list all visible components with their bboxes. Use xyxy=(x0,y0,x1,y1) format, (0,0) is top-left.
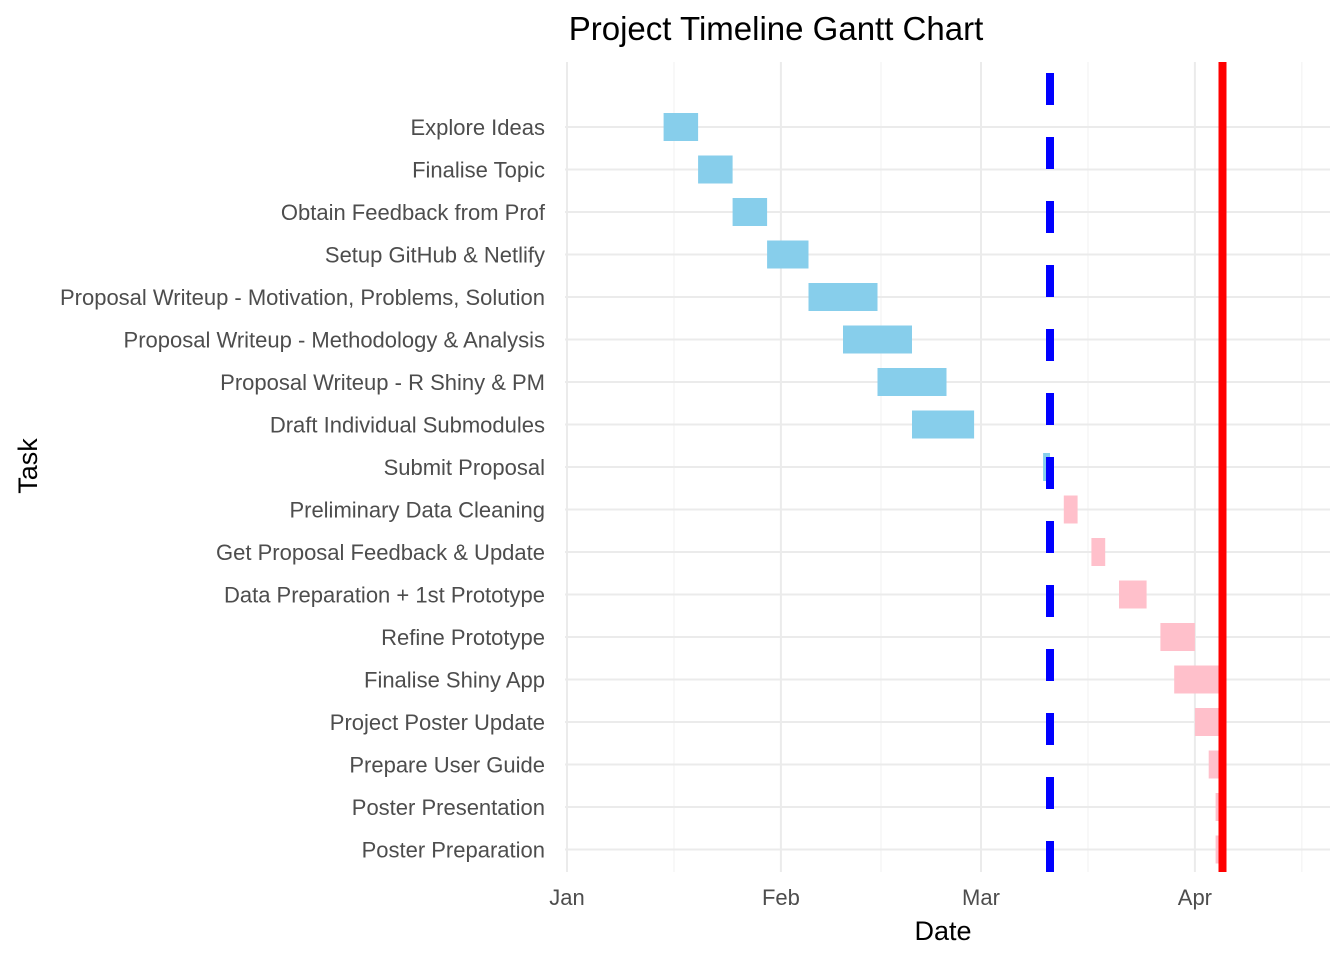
task-bar xyxy=(808,283,878,311)
bars-layer xyxy=(663,113,1223,864)
y-tick-label: Refine Prototype xyxy=(381,625,545,650)
task-bar xyxy=(1091,538,1106,566)
y-tick-labels: Explore Ideas Finalise Topic Obtain Feedba… xyxy=(60,115,546,863)
y-tick-label: Proposal Writeup - Motivation, Problems,… xyxy=(60,285,545,310)
x-tick-label: Apr xyxy=(1178,885,1212,910)
y-axis-title: Task xyxy=(13,438,43,494)
y-tick-label: Explore Ideas xyxy=(410,115,545,140)
task-bar xyxy=(843,325,912,354)
x-axis-title: Date xyxy=(914,916,971,946)
x-tick-label: Feb xyxy=(762,885,800,910)
y-tick-label: Finalise Shiny App xyxy=(364,668,545,693)
y-tick-label: Get Proposal Feedback & Update xyxy=(216,540,545,565)
y-tick-label: Draft Individual Submodules xyxy=(270,413,545,438)
y-tick-label: Poster Presentation xyxy=(352,795,545,820)
y-tick-label: Setup GitHub & Netlify xyxy=(325,243,545,268)
y-tick-label: Data Preparation + 1st Prototype xyxy=(224,583,545,608)
y-tick-label: Obtain Feedback from Prof xyxy=(281,200,546,225)
task-bar xyxy=(698,155,733,184)
y-tick-label: Proposal Writeup - R Shiny & PM xyxy=(220,370,545,395)
y-tick-label: Proposal Writeup - Methodology & Analysi… xyxy=(124,328,545,353)
task-bar xyxy=(877,368,947,396)
task-bar xyxy=(1063,495,1078,524)
y-tick-label: Submit Proposal xyxy=(384,455,545,480)
task-bar xyxy=(1160,623,1195,651)
task-bar xyxy=(912,410,975,439)
y-tick-label: Preliminary Data Cleaning xyxy=(289,498,545,523)
task-bar xyxy=(1174,665,1223,694)
reference-lines-layer xyxy=(1046,62,1227,872)
x-tick-label: Mar xyxy=(962,885,1000,910)
y-tick-label: Finalise Topic xyxy=(412,158,545,183)
task-bar xyxy=(732,198,768,226)
task-bar xyxy=(663,113,699,141)
task-bar xyxy=(1119,580,1147,609)
task-bar xyxy=(767,240,809,269)
y-tick-label: Poster Preparation xyxy=(362,838,545,863)
task-bar xyxy=(1194,708,1223,736)
chart-title: Project Timeline Gantt Chart xyxy=(569,10,984,47)
y-tick-label: Project Poster Update xyxy=(330,710,545,735)
x-tick-labels: Jan Feb Mar Apr xyxy=(549,885,1212,910)
x-tick-label: Jan xyxy=(549,885,584,910)
y-tick-label: Prepare User Guide xyxy=(349,753,545,778)
